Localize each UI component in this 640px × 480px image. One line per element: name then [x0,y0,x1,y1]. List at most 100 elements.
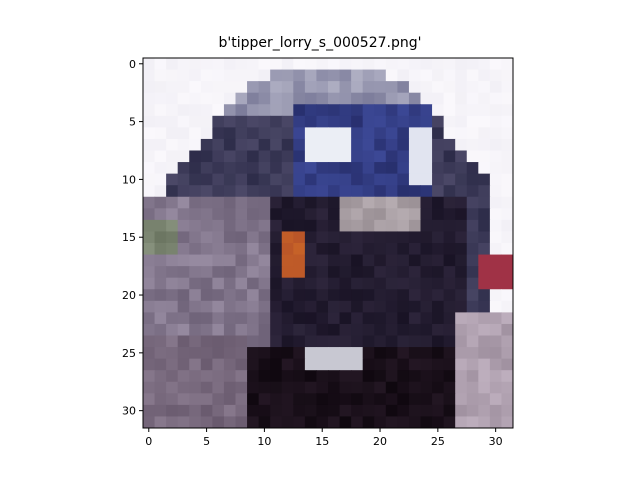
image-pixel [154,58,167,71]
image-pixel [281,289,294,302]
image-pixel [466,335,479,348]
image-pixel [304,115,317,128]
image-pixel [466,393,479,406]
image-pixel [478,69,491,82]
image-pixel [420,150,433,163]
image-pixel [408,277,421,290]
image-pixel [385,289,398,302]
image-pixel [501,219,514,232]
image-pixel [455,266,468,279]
image-pixel [270,347,283,360]
image-pixel [408,208,421,221]
image-pixel [443,335,456,348]
image-pixel [420,115,433,128]
image-pixel [339,300,352,313]
image-pixel [166,196,179,209]
image-pixel [270,335,283,348]
image-pixel [304,416,317,429]
image-pixel [247,138,260,151]
image-pixel [212,277,225,290]
image-pixel [212,358,225,371]
x-axis: 0 5 10 15 20 25 30 [145,428,503,448]
image-pixel [189,323,202,336]
image-pixel [200,127,213,140]
image-pixel [154,416,167,429]
image-pixel [223,162,236,175]
image-pixel [385,81,398,94]
image-pixel [154,185,167,198]
image-pixel [247,162,260,175]
image-pixel [385,196,398,209]
image-pixel [397,196,410,209]
image-pixel [466,243,479,256]
image-pixel [455,323,468,336]
image-pixel [143,254,156,267]
image-pixel [339,231,352,244]
image-pixel [501,300,514,313]
image-pixel [223,335,236,348]
image-pixel [154,173,167,186]
image-pixel [258,254,271,267]
image-pixel [397,393,410,406]
image-pixel [304,300,317,313]
image-pixel [328,173,341,186]
image-pixel [212,323,225,336]
image-pixel [478,312,491,325]
image-pixel [143,231,156,244]
image-pixel [328,231,341,244]
image-pixel [316,150,329,163]
image-pixel [247,254,260,267]
image-pixel [466,69,479,82]
image-pixel [143,381,156,394]
image-pixel [397,208,410,221]
image-pixel [466,312,479,325]
image-pixel [212,173,225,186]
image-pixel [316,173,329,186]
image-pixel [316,277,329,290]
image-pixel [489,150,502,163]
image-pixel [166,173,179,186]
image-pixel [362,416,375,429]
image-pixel [154,162,167,175]
image-pixel [316,138,329,151]
image-pixel [478,254,491,267]
image-pixel [200,335,213,348]
image-pixel [316,416,329,429]
image-pixel [166,104,179,117]
image-pixel [258,115,271,128]
image-pixel [339,289,352,302]
image-pixel [420,404,433,417]
image-pixel [478,347,491,360]
image-pixel [316,185,329,198]
image-pixel [397,347,410,360]
image-pixel [212,138,225,151]
image-pixel [489,266,502,279]
image-pixel [408,404,421,417]
image-pixel [478,92,491,105]
image-pixel [351,323,364,336]
image-pixel [223,381,236,394]
image-pixel [200,58,213,71]
image-pixel [177,358,190,371]
image-pixel [420,416,433,429]
image-pixel [489,381,502,394]
image-pixels [143,58,514,429]
image-pixel [478,370,491,383]
image-pixel [212,150,225,163]
image-pixel [489,162,502,175]
image-pixel [200,266,213,279]
image-pixel [385,404,398,417]
image-pixel [466,300,479,313]
image-pixel [281,69,294,82]
image-pixel [212,69,225,82]
image-pixel [408,185,421,198]
image-pixel [420,162,433,175]
image-pixel [200,185,213,198]
image-pixel [385,185,398,198]
image-pixel [154,254,167,267]
image-pixel [258,208,271,221]
image-pixel [466,58,479,71]
image-pixel [200,196,213,209]
image-pixel [466,196,479,209]
image-pixel [362,115,375,128]
